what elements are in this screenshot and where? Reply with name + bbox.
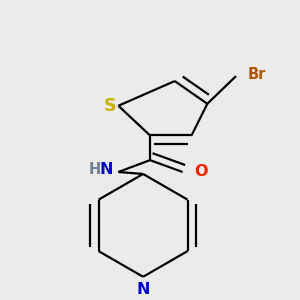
Text: Br: Br — [248, 67, 266, 82]
Text: N: N — [136, 282, 150, 297]
Text: N: N — [100, 161, 113, 176]
Text: O: O — [194, 164, 208, 179]
Text: H: H — [88, 161, 100, 176]
Text: S: S — [104, 97, 117, 115]
